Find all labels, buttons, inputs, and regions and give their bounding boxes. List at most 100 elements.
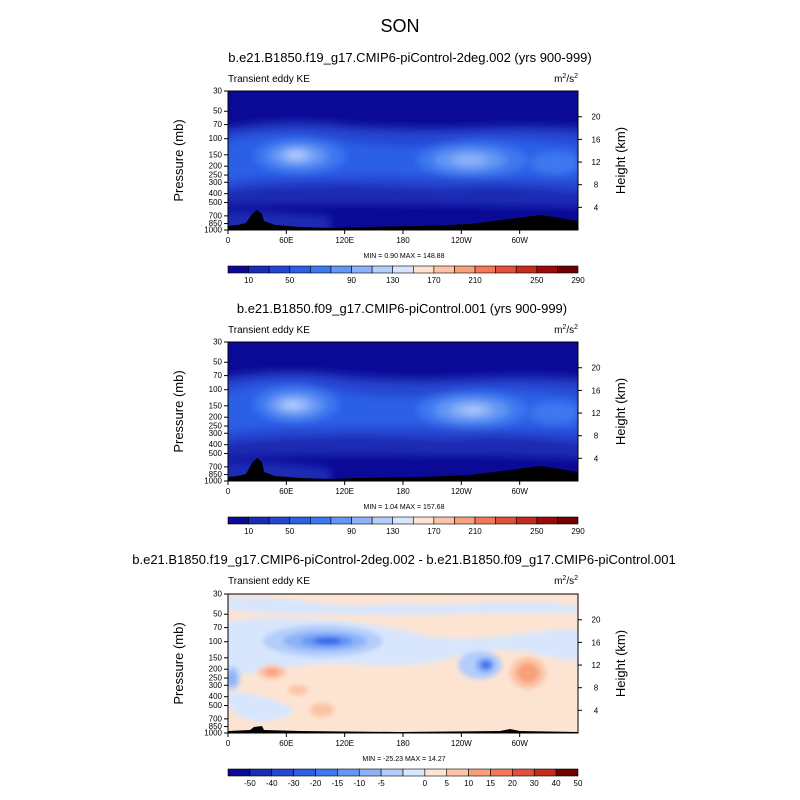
panel-3-stats: MIN = -25.23 MAX = 14.27 [362,756,445,763]
colorbar-swatch [271,768,294,777]
panel-2-contour-field [228,342,578,481]
pressure-tick-label: 100 [209,385,223,394]
height-tick-label: 4 [594,203,599,212]
colorbar-swatch [412,516,435,525]
contour-level-7 [287,151,305,159]
colorbar-swatch [433,516,455,525]
contour-level-7 [463,407,483,413]
pressure-tick-label: 300 [209,429,223,438]
colorbar-swatch [412,265,435,274]
colorbar-label: 250 [530,276,544,285]
panel-1-stats: MIN = 0.90 MAX = 148.88 [364,253,445,260]
panel-3-colorbar: -50 -40 -30 -20 -15 -10 -5 0 5 10 15 20 30 40 50 [227,768,583,788]
height-tick-label: 12 [592,409,601,418]
contour-neg-5 [228,691,293,722]
pressure-tick-label: 400 [209,692,223,701]
pressure-tick-label: 700 [209,462,223,471]
y-axis-title: Pressure (mb) [171,622,186,704]
pressure-tick-label: 500 [209,449,223,458]
height-tick-label: 16 [592,638,601,647]
colorbar-swatch [392,516,414,525]
pressure-tick-label: 850 [209,470,223,479]
contour-level-6 [452,154,488,166]
lon-tick-label: 60E [279,236,293,245]
panel-1-left-string: Transient eddy KE [228,74,310,85]
colorbar-swatch [468,768,491,777]
pressure-tick-label: 70 [213,623,222,632]
contour-neg-15 [228,670,237,686]
lon-tick-label: 60W [511,236,528,245]
colorbar-label: 130 [386,276,400,285]
colorbar-label: 50 [574,779,583,788]
colorbar-swatch [557,516,579,525]
colorbar-label: -30 [288,779,300,788]
contour-neg-5 [228,597,578,615]
colorbar-swatch [248,516,270,525]
colorbar-swatch [330,516,352,525]
lon-tick-label: 120W [451,487,472,496]
height-tick-label: 16 [592,135,601,144]
panel-2-title: b.e21.B1850.f09_g17.CMIP6-piControl.001 … [237,301,567,316]
pressure-tick-label: 300 [209,681,223,690]
contour-level-4 [530,152,578,174]
contour-level-7 [283,401,303,409]
pressure-tick-label: 70 [213,371,222,380]
pressure-tick-label: 30 [213,338,222,347]
colorbar-swatch [315,768,338,777]
colorbar-label: 210 [468,527,482,536]
colorbar-label: -15 [332,779,344,788]
colorbar-swatch [351,265,373,274]
contour-pos-15 [265,668,279,676]
y-axis-title: Pressure (mb) [171,119,186,201]
colorbar-swatch [330,265,352,274]
pressure-tick-label: 100 [209,134,223,143]
pressure-tick-label: 1000 [204,729,222,738]
y-axis-right-title: Height (km) [613,127,628,194]
pressure-tick-label: 50 [213,358,222,367]
pressure-tick-label: 250 [209,674,223,683]
colorbar-swatch [371,265,394,274]
colorbar-label: 290 [571,276,585,285]
pressure-tick-label: 70 [213,120,222,129]
colorbar-swatch [227,265,249,274]
units-base: m [554,74,562,85]
topography [228,210,578,230]
colorbar-swatch [268,516,291,525]
height-tick-label: 12 [592,158,601,167]
colorbar-swatch [474,265,496,274]
height-tick-label: 20 [592,616,601,625]
colorbar-swatch [495,265,517,274]
contour-neg-20 [480,660,492,670]
lon-tick-label: 120E [335,236,354,245]
colorbar-label: 250 [530,527,544,536]
pressure-tick-label: 30 [213,87,222,96]
colorbar-swatch [424,768,448,777]
lon-tick-label: 180 [396,487,410,496]
pressure-tick-label: 500 [209,198,223,207]
height-tick-label: 8 [594,432,599,441]
contour-pos-10 [310,703,334,717]
colorbar-swatch [555,768,579,777]
colorbar-swatch [227,516,249,525]
colorbar-swatch [310,265,332,274]
lon-tick-label: 60E [279,739,293,748]
pressure-tick-label: 150 [209,401,223,410]
panel-2-colorbar: 10 50 90 130 170 210 250 290 [227,516,585,536]
topography [228,458,578,481]
colorbar-label: -5 [378,779,386,788]
contour-level-4 [530,402,578,424]
colorbar-swatch [227,768,251,777]
height-tick-label: 20 [592,364,601,373]
pressure-tick-label: 700 [209,211,223,220]
lon-tick-label: 120W [451,236,472,245]
panel-2-stats: MIN = 1.04 MAX = 157.68 [364,504,445,511]
colorbar-swatch [289,265,311,274]
topography [228,726,578,733]
y-axis-right-title: Height (km) [613,630,628,697]
colorbar-swatch [337,768,360,777]
panel-3-left-string: Transient eddy KE [228,576,310,587]
y-axis-right-title: Height (km) [613,378,628,445]
panel-3-contour-field [228,594,578,733]
panel-2: b.e21.B1850.f09_g17.CMIP6-piControl.001 … [171,301,628,536]
